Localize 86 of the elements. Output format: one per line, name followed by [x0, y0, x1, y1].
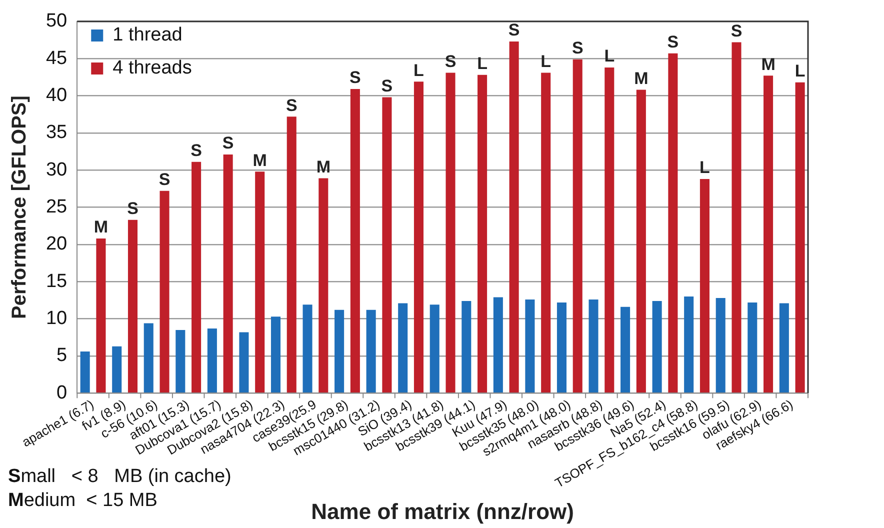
bar	[620, 306, 630, 393]
data-label: M	[252, 150, 267, 170]
bar	[286, 116, 296, 393]
bar	[716, 298, 726, 393]
y-tick-label: 50	[46, 10, 68, 32]
bar	[478, 74, 488, 393]
bar	[302, 304, 312, 393]
data-label: S	[730, 21, 742, 40]
data-label: S	[190, 141, 202, 160]
y-axis-title: Performance [GFLOPS]	[8, 96, 31, 319]
y-tick-label: 45	[46, 48, 68, 69]
bar	[207, 328, 217, 393]
y-tick-label: 10	[46, 308, 68, 330]
bar	[334, 310, 344, 393]
text: Small < 8 MB (in cache)	[8, 466, 232, 488]
data-label: M	[316, 157, 330, 176]
y-tick-label: 0	[56, 382, 68, 404]
bar	[588, 299, 598, 393]
bar	[668, 53, 678, 393]
data-label: M	[94, 218, 108, 237]
data-label: L	[700, 158, 710, 178]
bar	[382, 97, 392, 393]
bar	[366, 310, 376, 393]
data-label: S	[158, 170, 170, 190]
bar	[795, 82, 805, 393]
bar	[764, 76, 774, 393]
y-tick-label: 25	[46, 196, 68, 218]
bar	[462, 300, 472, 393]
bar	[270, 316, 281, 393]
bar	[112, 346, 122, 393]
bar	[684, 296, 694, 393]
bar	[80, 352, 90, 393]
bar	[525, 299, 535, 393]
bar	[700, 179, 710, 393]
data-label: S	[444, 52, 456, 71]
text: Medium < 15 MB	[8, 490, 158, 512]
y-tick-label: 20	[46, 234, 68, 255]
bar	[96, 238, 106, 393]
bar	[144, 323, 154, 393]
y-tick-label: 30	[46, 159, 68, 180]
bar	[255, 172, 265, 393]
bar	[636, 90, 646, 393]
data-label: M	[634, 68, 648, 88]
bar	[398, 303, 408, 393]
bar	[446, 72, 456, 393]
data-label: S	[508, 20, 520, 40]
bar	[556, 302, 566, 393]
data-label: S	[222, 134, 234, 153]
data-label: L	[477, 54, 488, 74]
data-label: M	[761, 54, 776, 74]
bar	[572, 59, 582, 393]
bar	[160, 190, 170, 393]
bar	[239, 332, 249, 393]
data-label: S	[572, 38, 584, 58]
data-label: L	[414, 60, 424, 80]
bar	[430, 304, 440, 393]
data-label: S	[286, 96, 298, 115]
bar	[176, 330, 186, 393]
bar	[541, 72, 551, 393]
bar	[192, 162, 202, 393]
legend-label: 1 thread	[112, 24, 182, 46]
bar	[604, 68, 614, 393]
legend-label: 4 threads	[112, 58, 192, 79]
bar	[732, 42, 742, 393]
y-tick-label: 15	[46, 270, 68, 292]
bar	[223, 154, 233, 393]
bar	[318, 178, 328, 393]
bar	[414, 82, 424, 393]
bar	[748, 302, 758, 393]
y-tick-label: 40	[46, 84, 68, 106]
bar	[509, 41, 519, 393]
data-label: S	[350, 68, 361, 88]
data-label: L	[540, 52, 552, 71]
bar	[779, 303, 789, 393]
bar	[128, 220, 138, 393]
bar	[493, 297, 503, 393]
data-label: S	[127, 199, 138, 218]
data-label: S	[381, 76, 393, 96]
y-tick-label: 5	[56, 345, 68, 366]
bar	[652, 300, 662, 393]
data-label: L	[604, 46, 615, 66]
x-axis-title: Name of matrix (nnz/row)	[311, 498, 574, 524]
bar	[350, 89, 360, 393]
data-label: S	[667, 32, 679, 52]
y-tick-label: 35	[46, 122, 68, 144]
data-label: L	[794, 62, 806, 81]
